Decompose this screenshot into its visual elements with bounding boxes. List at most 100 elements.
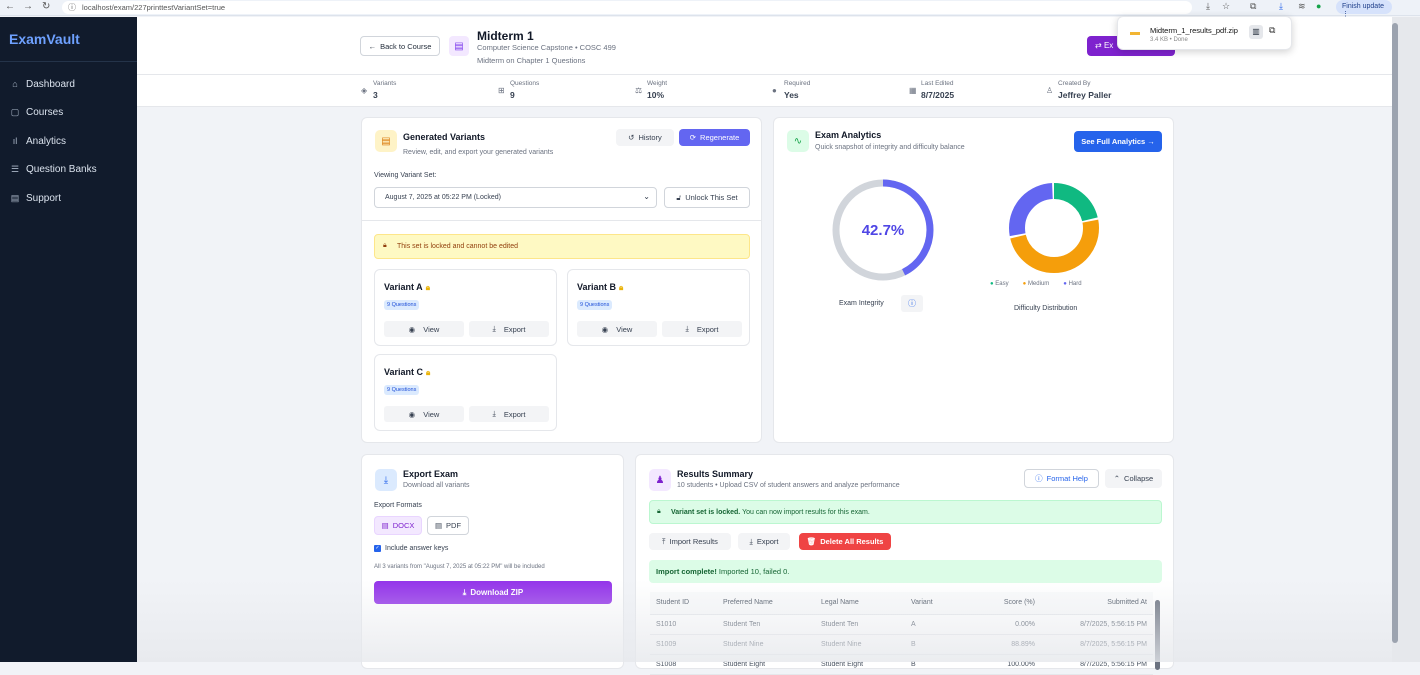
stat-value: 3: [373, 90, 378, 100]
delete-all-results-button[interactable]: 🗑︎ Delete All Results: [799, 533, 891, 550]
import-results-button[interactable]: ⤒ Import Results: [649, 533, 731, 550]
circle-icon: ●: [772, 86, 777, 95]
column-header[interactable]: Student ID: [650, 592, 723, 615]
forward-arrow-icon[interactable]: →: [23, 1, 33, 12]
variant-set-selected-value: August 7, 2025 at 05:22 PM (Locked): [385, 194, 501, 201]
download-icon[interactable]: ⤓: [1206, 1, 1210, 11]
table-cell: Student Nine: [821, 634, 911, 655]
download-filename[interactable]: Midterm_1_results_pdf.zip: [1150, 26, 1238, 35]
table-scrollbar[interactable]: [1155, 600, 1160, 670]
back-arrow-icon[interactable]: ←: [5, 1, 15, 12]
locked-notice-text: This set is locked and cannot be edited: [397, 243, 519, 250]
table-cell: 0.00%: [971, 614, 1041, 635]
see-full-analytics-button[interactable]: See Full Analytics →: [1074, 131, 1162, 152]
finish-update-button[interactable]: Finish update ⋮: [1336, 0, 1392, 18]
table-cell: Student Eight: [723, 654, 821, 675]
sidebar-item-analytics[interactable]: ıl Analytics: [10, 133, 66, 149]
column-header[interactable]: Preferred Name: [723, 592, 821, 615]
stat-label: Questions: [510, 80, 540, 87]
variants-icon: ▤: [375, 130, 397, 152]
extensions-icon[interactable]: ⧉: [1250, 1, 1257, 11]
column-header[interactable]: Legal Name: [821, 592, 911, 615]
stat-value: Yes: [784, 90, 799, 100]
info-icon[interactable]: ⓘ: [901, 295, 923, 312]
variant-set-select[interactable]: August 7, 2025 at 05:22 PM (Locked) ⌄: [374, 187, 657, 208]
sidebar-divider: [0, 61, 137, 62]
download-zip-button[interactable]: ⤓ Download ZIP: [374, 581, 612, 604]
site-info-icon[interactable]: ⓘ: [68, 3, 76, 12]
include-answer-keys-checkbox[interactable]: ✓: [374, 545, 381, 552]
export-note: All 3 variants from "August 7, 2025 at 0…: [374, 564, 545, 570]
variant-card-a: Variant A 🔒︎ 9 Questions ◉ View ⤓ Export: [374, 269, 557, 346]
results-export-button[interactable]: ⤓ Export: [738, 533, 790, 550]
page-scrollbar[interactable]: [1392, 17, 1420, 662]
column-header[interactable]: Score (%): [971, 592, 1041, 615]
locked-notice: 🔒︎ This set is locked and cannot be edite…: [374, 234, 750, 259]
sidebar-item-support[interactable]: ▤ Support: [10, 190, 61, 206]
exam-analytics-card: ∿ Exam Analytics Quick snapshot of integ…: [773, 117, 1174, 443]
stat-value: 9: [510, 90, 515, 100]
table-row[interactable]: S1010 Student Ten Student Ten A 0.00% 8/…: [650, 614, 1153, 635]
column-header[interactable]: Variant: [911, 592, 971, 615]
column-header[interactable]: Submitted At: [1041, 592, 1153, 615]
variants-subtitle: Review, edit, and export your generated …: [403, 149, 554, 156]
delete-all-results-label: Delete All Results: [820, 537, 884, 546]
view-button[interactable]: ◉ View: [577, 321, 657, 337]
book-icon: ▢: [10, 106, 20, 117]
export-exam-label: Ex: [1103, 41, 1114, 50]
donut-slice-medium: [1009, 183, 1099, 273]
address-bar[interactable]: ⓘ localhost/exam/227printtestVariantSet=t…: [62, 1, 1192, 14]
stat-label: Variants: [373, 80, 397, 87]
star-icon[interactable]: ☆: [1222, 1, 1231, 11]
format-help-label: Format Help: [1046, 474, 1088, 483]
lock-icon: 🔒︎: [426, 368, 431, 377]
back-to-course-button[interactable]: ← Back to Course: [360, 36, 440, 56]
format-pdf-button[interactable]: ▤ PDF: [427, 516, 469, 535]
bar-chart-icon: ıl: [12, 136, 18, 146]
generated-variants-card: ▤ Generated Variants Review, edit, and e…: [361, 117, 762, 443]
format-pdf-label: PDF: [446, 521, 462, 530]
trash-icon: 🗑︎: [806, 537, 817, 546]
sidebar-item-dashboard[interactable]: ⌂ Dashboard: [10, 76, 75, 92]
legend-item-medium: ● Medium: [1023, 281, 1050, 287]
open-external-icon[interactable]: ⧉: [1269, 25, 1276, 35]
format-docx-button[interactable]: ▤ DOCX: [374, 516, 422, 535]
view-button[interactable]: ◉ View: [384, 321, 464, 337]
regenerate-button[interactable]: ⟳ Regenerate: [679, 129, 750, 146]
scrollbar-thumb[interactable]: [1392, 23, 1398, 643]
tab-search-icon[interactable]: ≋: [1298, 1, 1306, 11]
table-cell: 8/7/2025, 5:56:15 PM: [1041, 654, 1153, 675]
export-button[interactable]: ⤓ Export: [469, 321, 549, 337]
profile-avatar-icon[interactable]: ●: [1316, 1, 1322, 11]
format-help-button[interactable]: ⓘ Format Help: [1024, 469, 1099, 488]
legend-dot: ●: [990, 281, 994, 287]
chevron-down-icon: ⌄: [643, 192, 650, 201]
export-button[interactable]: ⤓ Export: [662, 321, 742, 337]
viewing-set-label: Viewing Variant Set:: [374, 172, 437, 179]
sidebar-item-question-banks[interactable]: ☰ Question Banks: [10, 161, 97, 177]
collapse-button[interactable]: ⌃ Collapse: [1105, 469, 1162, 488]
show-in-folder-icon[interactable]: ▥: [1249, 25, 1263, 39]
lock-icon: 🔒︎: [657, 508, 661, 515]
download-zip-label: Download ZIP: [470, 588, 524, 597]
sidebar: ExamVault ⌂ Dashboard ▢ Courses ıl Analytic…: [0, 17, 137, 662]
results-table: Student ID Preferred Name Legal Name Var…: [650, 592, 1153, 675]
history-button[interactable]: ↺ History: [616, 129, 674, 146]
stat-label: Last Edited: [921, 80, 954, 87]
analytics-subtitle: Quick snapshot of integrity and difficul…: [815, 144, 965, 151]
view-button[interactable]: ◉ View: [384, 406, 464, 422]
reload-icon[interactable]: ↻: [42, 1, 51, 12]
exam-document-icon: ▤: [449, 36, 469, 56]
collapse-label: Collapse: [1124, 474, 1154, 483]
stat-label: Created By: [1058, 80, 1091, 87]
complete-rest-text: Imported 10, failed 0.: [716, 567, 790, 576]
sidebar-item-label: Dashboard: [26, 78, 75, 90]
user-icon: ♙: [1046, 86, 1054, 95]
unlock-set-button[interactable]: 🔓︎ Unlock This Set: [664, 187, 750, 208]
app-logo[interactable]: ExamVault: [9, 31, 80, 47]
downloads-active-icon[interactable]: ⤓: [1279, 1, 1283, 11]
table-row[interactable]: S1008 Student Eight Student Eight B 100.…: [650, 654, 1153, 675]
sidebar-item-courses[interactable]: ▢ Courses: [10, 104, 64, 120]
table-row[interactable]: S1009 Student Nine Student Nine B 88.89%…: [650, 634, 1153, 655]
export-button[interactable]: ⤓ Export: [469, 406, 549, 422]
